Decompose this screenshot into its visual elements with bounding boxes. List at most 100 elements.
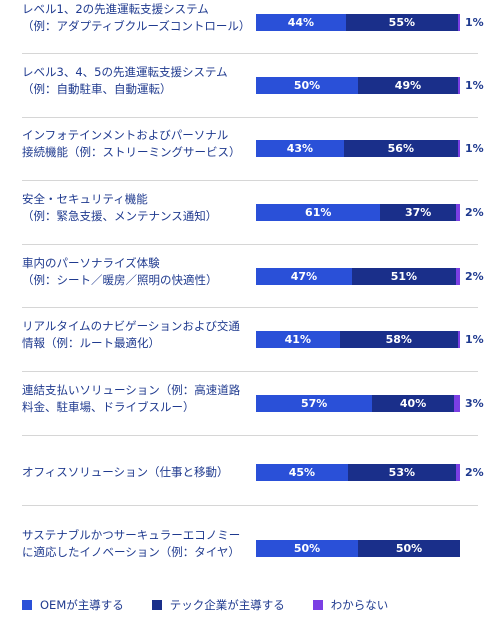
legend-swatch-oem bbox=[22, 600, 32, 610]
category-label-line: に適応したイノベーション（例：タイヤ） bbox=[22, 545, 240, 559]
bar-segment-tech bbox=[372, 395, 454, 412]
bar-segment-oem bbox=[256, 204, 381, 221]
category-label-line: （例：自動駐車、自動運転） bbox=[22, 82, 172, 96]
bar-segment-tech bbox=[339, 331, 458, 348]
category-label-line: レベル3、4、5の先進運転支援システム bbox=[22, 65, 228, 79]
bar-segment-oem bbox=[256, 464, 348, 481]
bar-value-label-tech: 53% bbox=[388, 466, 416, 479]
stacked-bar: 57% 40% bbox=[256, 395, 460, 412]
category-label-line: オフィスソリューション（仕事と移動） bbox=[22, 464, 229, 479]
category-label: リアルタイムのナビゲーションおよび交通 情報（例：ルート最適化） bbox=[22, 318, 247, 352]
bar-value-label-oem: 47% bbox=[290, 270, 318, 283]
legend-item-unknown: わからない bbox=[312, 597, 389, 613]
bar-segment-tech bbox=[358, 77, 458, 94]
bar-value-label-unknown: 1% bbox=[465, 142, 484, 155]
stacked-bar: 47% 51% bbox=[256, 268, 460, 285]
category-label: インフォテインメントおよびパーソナル 接続機能（例：ストリーミングサービス） bbox=[22, 127, 247, 161]
bar-value-label-oem: 50% bbox=[293, 542, 321, 555]
category-label-line: リアルタイムのナビゲーションおよび交通 bbox=[22, 319, 240, 333]
category-label-line: 料金、駐車場、ドライブスルー） bbox=[22, 400, 195, 414]
bar-value-label-unknown: 2% bbox=[465, 206, 484, 219]
bar-segment-oem bbox=[256, 77, 358, 94]
bar-segment-oem bbox=[256, 268, 352, 285]
category-label: 連結支払いソリューション（例：高速道路 料金、駐車場、ドライブスルー） bbox=[22, 382, 247, 416]
bar-segment-tech bbox=[380, 204, 456, 221]
bar-segment-unknown bbox=[455, 204, 460, 221]
category-label: レベル3、4、5の先進運転支援システム （例：自動駐車、自動運転） bbox=[22, 64, 247, 98]
legend-label-tech: テック企業が主導する bbox=[169, 598, 285, 612]
bar-segment-tech bbox=[343, 140, 458, 157]
bar-value-label-oem: 61% bbox=[305, 206, 332, 219]
stacked-bar: 44% 55% bbox=[256, 14, 460, 31]
category-label-line: 連結支払いソリューション（例：高速道路 bbox=[22, 383, 241, 397]
legend-swatch-unknown bbox=[312, 600, 323, 610]
category-label-line: 車内のパーソナライズ体験 bbox=[22, 256, 160, 270]
bar-value-label-tech: 50% bbox=[395, 542, 423, 555]
row-divider bbox=[22, 505, 478, 506]
stacked-bar: 50% 50% bbox=[256, 540, 460, 557]
stacked-bar: 61% 37% bbox=[256, 204, 460, 221]
bar-value-label-oem: 57% bbox=[300, 397, 328, 410]
bar-value-label-oem: 41% bbox=[284, 333, 311, 346]
bar-segment-tech bbox=[358, 540, 460, 557]
category-label-line: インフォテインメントおよびパーソナル bbox=[22, 128, 229, 142]
legend-item-tech: テック企業が主導する bbox=[151, 597, 285, 613]
stacked-bar: 50% 49% bbox=[256, 77, 460, 94]
bar-value-label-tech: 56% bbox=[387, 142, 414, 155]
bar-value-label-tech: 51% bbox=[390, 270, 418, 283]
category-label-line: レベル1、2の先進運転支援システム bbox=[22, 2, 209, 16]
category-label: 安全・セキュリティ機能 （例：緊急支援、メンテナンス通知） bbox=[22, 191, 247, 225]
bar-value-label-oem: 43% bbox=[286, 142, 314, 155]
bar-value-label-tech: 58% bbox=[385, 333, 412, 346]
bar-segment-unknown bbox=[457, 331, 460, 348]
row-divider bbox=[22, 53, 478, 54]
bar-value-label-unknown: 1% bbox=[465, 16, 484, 29]
row-divider bbox=[22, 371, 478, 372]
bar-segment-unknown bbox=[457, 77, 460, 94]
row-divider bbox=[22, 307, 478, 308]
legend-label-oem: OEMが主導する bbox=[40, 598, 124, 612]
bar-value-label-oem: 45% bbox=[288, 466, 316, 479]
category-label-line: 情報（例：ルート最適化） bbox=[22, 336, 160, 350]
bar-segment-oem bbox=[256, 540, 358, 557]
category-label: オフィスソリューション（仕事と移動） bbox=[22, 464, 247, 481]
category-label-line: （例：緊急支援、メンテナンス通知） bbox=[22, 209, 218, 223]
legend-label-unknown: わからない bbox=[330, 598, 389, 612]
bar-value-label-unknown: 1% bbox=[465, 333, 484, 346]
category-label-line: （例：アダプティブクルーズコントロール） bbox=[22, 19, 251, 33]
legend-item-oem: OEMが主導する bbox=[22, 597, 124, 613]
bar-segment-unknown bbox=[457, 14, 460, 31]
legend: OEMが主導する テック企業が主導する わからない bbox=[22, 596, 416, 614]
row-divider bbox=[22, 117, 478, 118]
category-label: 車内のパーソナライズ体験 （例：シート／暖房／照明の快適性） bbox=[22, 255, 247, 289]
row-divider bbox=[22, 244, 478, 245]
bar-value-label-tech: 55% bbox=[388, 16, 416, 29]
bar-segment-oem bbox=[256, 395, 373, 412]
bar-segment-oem bbox=[256, 14, 346, 31]
category-label-line: （例：シート／暖房／照明の快適性） bbox=[22, 273, 218, 287]
row-divider bbox=[22, 180, 478, 181]
category-label: レベル1、2の先進運転支援システム （例：アダプティブクルーズコントロール） bbox=[22, 1, 251, 35]
stacked-bar: 41% 58% bbox=[256, 331, 460, 348]
bar-segment-tech bbox=[347, 464, 456, 481]
bar-value-label-unknown: 3% bbox=[465, 397, 484, 410]
bar-value-label-unknown: 2% bbox=[465, 270, 484, 283]
category-label-line: 安全・セキュリティ機能 bbox=[22, 192, 148, 206]
bar-value-label-oem: 44% bbox=[287, 16, 315, 29]
bar-segment-tech bbox=[345, 14, 458, 31]
stacked-bar: 45% 53% bbox=[256, 464, 460, 481]
stacked-bar: 43% 56% bbox=[256, 140, 460, 157]
bar-segment-oem bbox=[256, 331, 340, 348]
bar-segment-tech bbox=[351, 268, 456, 285]
row-divider bbox=[22, 435, 478, 436]
bar-value-label-tech: 37% bbox=[405, 206, 432, 219]
bar-segment-oem bbox=[256, 140, 344, 157]
bar-value-label-oem: 50% bbox=[293, 79, 321, 92]
bar-segment-unknown bbox=[455, 464, 460, 481]
bar-value-label-tech: 40% bbox=[399, 397, 427, 410]
category-label: サステナブルかつサーキュラーエコノミー に適応したイノベーション（例：タイヤ） bbox=[22, 527, 247, 561]
bar-segment-unknown bbox=[455, 268, 460, 285]
category-label-line: 接続機能（例：ストリーミングサービス） bbox=[22, 145, 241, 159]
bar-value-label-unknown: 2% bbox=[465, 466, 484, 479]
